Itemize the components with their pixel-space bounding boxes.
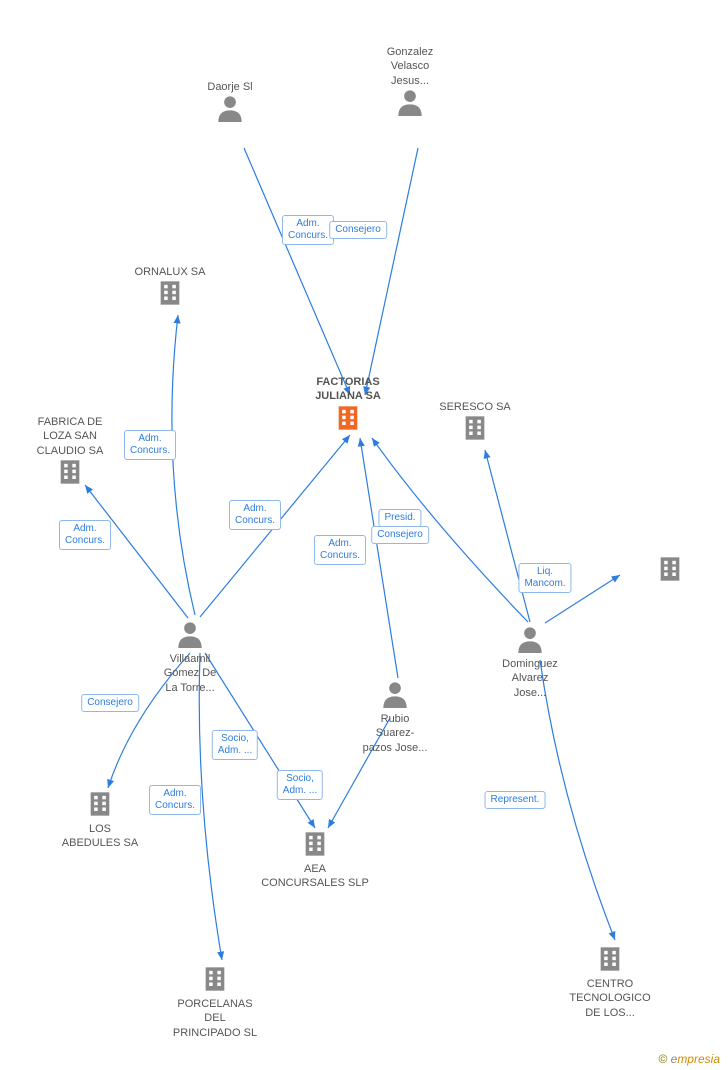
node-factorias[interactable]: FACTORIASJULIANA SA [288,375,408,436]
edge-label-dominguez-centro: Represent. [485,791,546,809]
copyright-symbol: © [658,1052,667,1066]
node-fabrica[interactable]: FABRICA DELOZA SANCLAUDIO SA [10,415,130,490]
edge-label-villaamil-abedules: Consejero [81,694,139,712]
edge-label-villaamil-aea: Socio,Adm. ... [212,730,258,760]
node-daorje[interactable]: Daorje Sl [170,80,290,126]
node-rubio[interactable]: RubioSuarez-pazos Jose... [335,680,455,755]
edge-label-dominguez-enervalor: Liq.Mancom. [518,563,571,593]
building-icon [461,414,489,442]
edge-dominguez-centro [540,660,615,940]
node-label-aea: AEACONCURSALES SLP [255,862,375,891]
edge-gonzalez-factorias [365,148,418,395]
node-ornalux[interactable]: ORNALUX SA [110,265,230,311]
node-label-daorje: Daorje Sl [170,80,290,94]
edge-label-villaamil-factorias: Adm.Concurs. [229,500,281,530]
footer-attribution: © empresia [658,1052,720,1066]
edge-daorje-factorias [244,148,350,395]
brand-name: empresia [671,1052,720,1066]
node-label-gonzalez: GonzalezVelascoJesus... [350,45,470,88]
node-villaamil[interactable]: VillaamilGomez DeLa Torre... [130,620,250,695]
node-label-abedules: LOSABEDULES SA [40,822,160,851]
node-aea[interactable]: AEACONCURSALES SLP [255,830,375,891]
building-icon [656,555,684,583]
node-gonzalez[interactable]: GonzalezVelascoJesus... [350,45,470,120]
node-dominguez[interactable]: DominguezAlvarezJose... [470,625,590,700]
edge-label-dominguez-factorias: Presid. [378,509,421,527]
person-icon [396,88,424,116]
building-icon [301,830,329,858]
edge-label-dominguez-seresco: Consejero [371,526,429,544]
edge-label-villaamil-porcelanas: Adm.Concurs. [149,785,201,815]
node-label-factorias: FACTORIASJULIANA SA [288,375,408,404]
edge-dominguez-seresco [485,450,530,622]
edge-label-villaamil-fabrica: Adm.Concurs. [59,520,111,550]
edge-villaamil-porcelanas [199,653,222,960]
node-label-centro: CENTROTECNOLOGICODE LOS... [550,977,670,1020]
person-icon [176,620,204,648]
node-centro[interactable]: CENTROTECNOLOGICODE LOS... [550,945,670,1020]
node-label-rubio: RubioSuarez-pazos Jose... [335,712,455,755]
edge-label-villaamil-ornalux: Adm.Concurs. [124,430,176,460]
person-icon [381,680,409,708]
node-label-fabrica: FABRICA DELOZA SANCLAUDIO SA [10,415,130,458]
node-label-dominguez: DominguezAlvarezJose... [470,657,590,700]
node-label-porcelanas: PORCELANASDELPRINCIPADO SL [155,997,275,1040]
building-icon [156,279,184,307]
edge-villaamil-ornalux [172,315,195,615]
node-porcelanas[interactable]: PORCELANASDELPRINCIPADO SL [155,965,275,1040]
person-icon [216,94,244,122]
edge-label-daorje-factorias: Adm.Concurs. [282,215,334,245]
building-icon [86,790,114,818]
edge-label-rubio-aea: Socio,Adm. ... [277,770,323,800]
edge-villaamil-fabrica [85,485,188,618]
person-icon [516,625,544,653]
node-abedules[interactable]: LOSABEDULES SA [40,790,160,851]
node-label-villaamil: VillaamilGomez DeLa Torre... [130,652,250,695]
edge-label-rubio-factorias: Adm.Concurs. [314,535,366,565]
node-label-ornalux: ORNALUX SA [110,265,230,279]
building-icon [334,404,362,432]
building-icon [596,945,624,973]
node-seresco[interactable]: SERESCO SA [415,400,535,446]
building-icon [201,965,229,993]
building-icon [56,458,84,486]
node-enervalor[interactable]: ENERVALORNAVAL SL [614,555,728,587]
node-label-seresco: SERESCO SA [415,400,535,414]
edge-label-gonzalez-factorias: Consejero [329,221,387,239]
